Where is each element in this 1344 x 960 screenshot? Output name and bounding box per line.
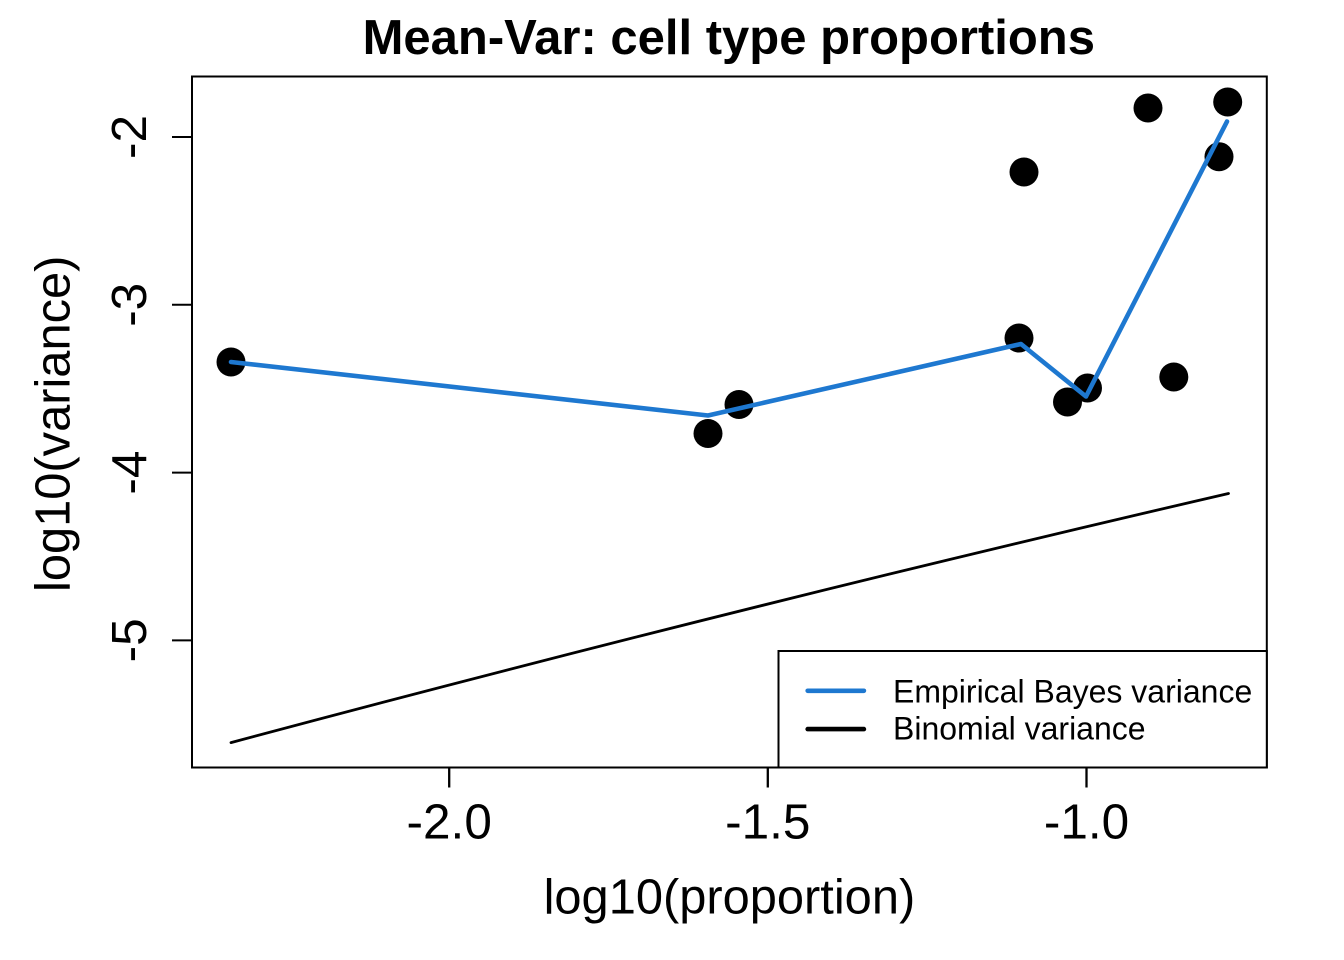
svg-text:-4: -4 (102, 451, 157, 495)
svg-text:-1.5: -1.5 (725, 795, 810, 850)
svg-text:-1.0: -1.0 (1044, 795, 1129, 850)
svg-text:-2.0: -2.0 (407, 795, 492, 850)
svg-text:-5: -5 (102, 618, 157, 662)
svg-text:-3: -3 (102, 283, 157, 327)
svg-text:log10(variance): log10(variance) (26, 256, 80, 592)
svg-text:Binomial variance: Binomial variance (893, 711, 1146, 747)
svg-text:Empirical Bayes variance: Empirical Bayes variance (893, 674, 1252, 710)
svg-text:-2: -2 (102, 115, 157, 159)
svg-text:Mean-Var: cell type proportion: Mean-Var: cell type proportions (363, 11, 1095, 65)
svg-text:log10(proportion): log10(proportion) (544, 871, 916, 925)
